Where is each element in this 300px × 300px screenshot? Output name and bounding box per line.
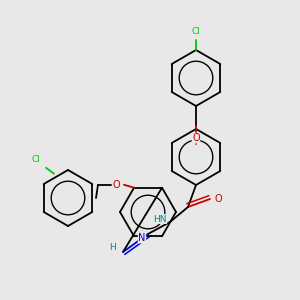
Text: Cl: Cl [192, 28, 200, 37]
Text: H: H [110, 242, 116, 251]
Text: O: O [112, 180, 120, 190]
Text: O: O [192, 133, 200, 143]
Text: N: N [138, 233, 146, 243]
Text: Cl: Cl [32, 155, 40, 164]
Text: O: O [214, 194, 222, 204]
Text: HN: HN [153, 214, 167, 224]
